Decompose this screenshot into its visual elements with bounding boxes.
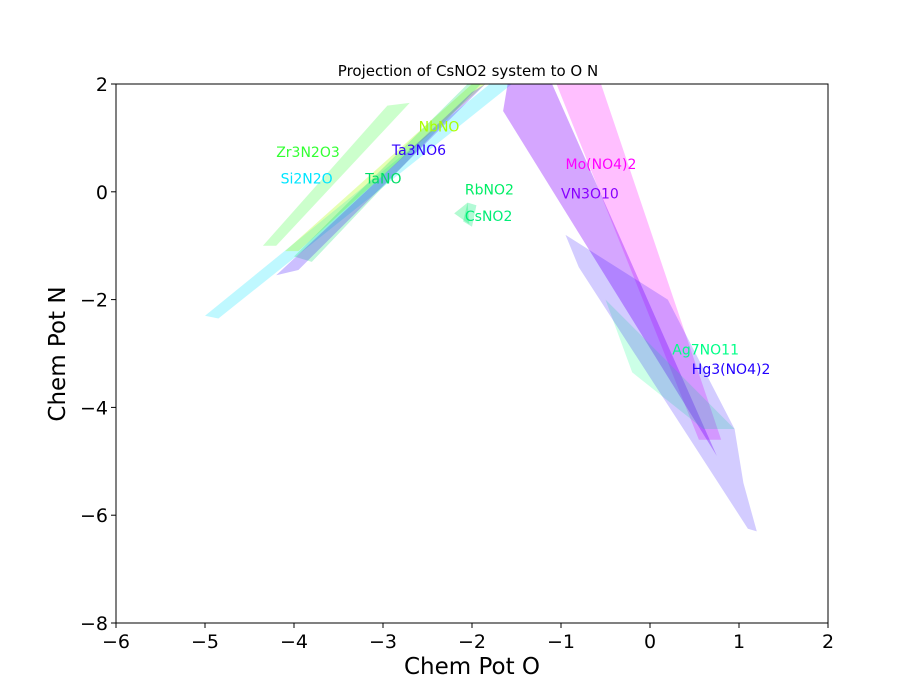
region-hg3-no4-2 xyxy=(565,234,757,532)
x-tick-label: 0 xyxy=(644,631,656,653)
x-tick-label: −3 xyxy=(369,631,397,653)
phase-regions xyxy=(205,84,757,532)
region-label-nbno: NbNO xyxy=(419,119,460,135)
region-label-ag7no11: Ag7NO11 xyxy=(672,343,739,359)
region-si2n2o xyxy=(205,84,512,319)
region-ta3no6 xyxy=(276,84,486,276)
axis-ticks: −6 −5 −4 −3 −2 −1 0 1 2−8−6−4−202 xyxy=(80,74,834,653)
y-axis-label: Chem Pot N xyxy=(45,286,71,421)
y-tick-label: −4 xyxy=(80,397,108,419)
region-label-vn3o10: VN3O10 xyxy=(561,186,619,202)
region-labels: Zr3N2O3 Si2N2O NbNO TaNO Ta3NO6 RbNO2 CsNO2 Mo(… xyxy=(276,119,770,378)
y-tick-label: 0 xyxy=(96,182,108,204)
region-vn3o10 xyxy=(503,84,717,456)
y-tick-label: −6 xyxy=(80,505,108,527)
y-tick-label: −2 xyxy=(80,290,108,312)
region-rbno2 xyxy=(454,202,470,225)
region-label-zr3n2o3: Zr3N2O3 xyxy=(276,145,340,161)
region-nbno xyxy=(285,84,486,252)
y-tick-label: 2 xyxy=(96,74,108,96)
x-axis-label: Chem Pot O xyxy=(404,654,540,680)
x-tick-label: −1 xyxy=(547,631,575,653)
x-tick-label: 1 xyxy=(733,631,745,653)
region-label-hg3-no4-2: Hg3(NO4)2 xyxy=(692,362,771,378)
x-tick-label: −2 xyxy=(458,631,486,653)
x-tick-label: −5 xyxy=(191,631,219,653)
region-csno2 xyxy=(463,202,477,227)
region-mo-no4-2 xyxy=(556,84,722,440)
region-zr3n2o3 xyxy=(262,102,410,246)
region-label-csno2: CsNO2 xyxy=(465,209,512,225)
region-ag7no11 xyxy=(605,299,735,429)
region-label-tano: TaNO xyxy=(364,172,401,188)
x-tick-label: −6 xyxy=(102,631,130,653)
x-tick-label: −4 xyxy=(280,631,308,653)
x-tick-label: 2 xyxy=(822,631,834,653)
chart-title: Projection of CsNO2 system to O N xyxy=(338,62,598,80)
y-tick-label: −8 xyxy=(80,613,108,635)
region-tano xyxy=(294,84,481,262)
region-label-ta3no6: Ta3NO6 xyxy=(391,143,446,159)
region-label-rbno2: RbNO2 xyxy=(465,183,514,199)
region-label-si2n2o: Si2N2O xyxy=(281,172,333,188)
region-label-mo-no4-2: Mo(NO4)2 xyxy=(566,157,637,173)
